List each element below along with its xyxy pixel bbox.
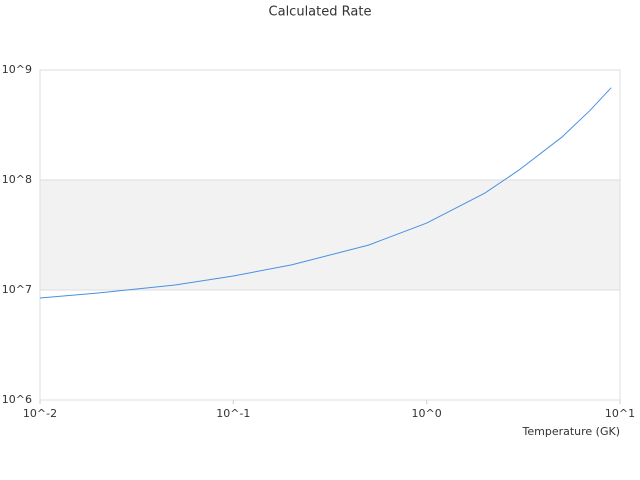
y-tick-label: 10^7: [2, 283, 32, 296]
grid-band: [40, 180, 620, 290]
y-tick-label: 10^8: [2, 173, 32, 186]
y-tick-label: 10^6: [2, 393, 32, 406]
x-tick-label: 10^1: [605, 407, 635, 420]
data-line: [39, 87, 612, 299]
chart-title: Calculated Rate: [269, 5, 372, 20]
x-tick-label: 10^-1: [216, 407, 250, 420]
plot-border: [39, 69, 621, 401]
x-axis-label: Temperature (GK): [522, 425, 621, 438]
x-tick-label: 10^0: [412, 407, 442, 420]
x-tick-label: 10^-2: [23, 407, 57, 420]
y-tick-label: 10^9: [2, 63, 32, 76]
